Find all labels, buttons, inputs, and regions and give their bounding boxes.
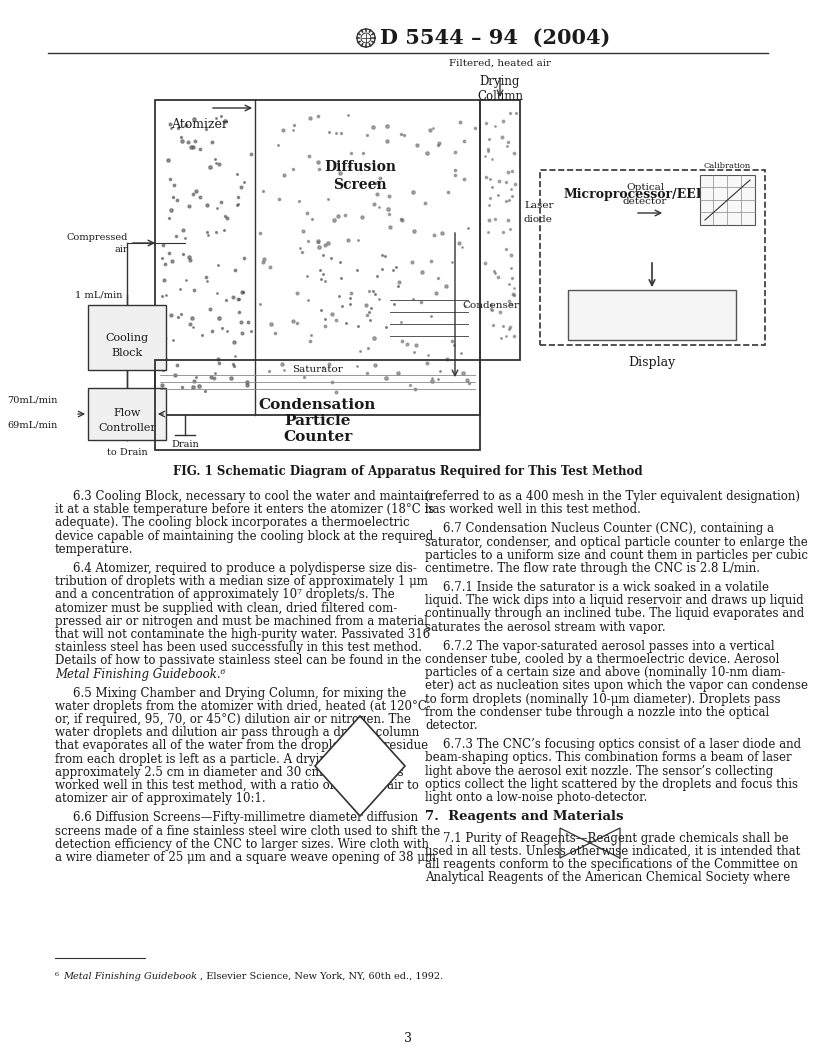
Text: Display: Display	[628, 356, 676, 369]
Text: air: air	[114, 245, 128, 254]
Text: 6.4 Atomizer, required to produce a polydisperse size dis-: 6.4 Atomizer, required to produce a poly…	[73, 562, 417, 574]
Bar	[480, 100, 520, 360]
Text: 7.1 Purity of Reagents—Reagent grade chemicals shall be: 7.1 Purity of Reagents—Reagent grade che…	[443, 832, 788, 845]
Text: Microprocessor/EEPROM: Microprocessor/EEPROM	[564, 188, 741, 201]
Bar	[700, 175, 755, 225]
Text: Drain: Drain	[171, 440, 199, 449]
Text: 70mL/min: 70mL/min	[7, 396, 58, 404]
Text: diode: diode	[524, 214, 553, 224]
Text: from the condenser tube through a nozzle into the optical: from the condenser tube through a nozzle…	[425, 705, 769, 719]
Text: screens made of a fine stainless steel wire cloth used to shift the: screens made of a fine stainless steel w…	[55, 825, 441, 837]
Text: 1 mL/min: 1 mL/min	[74, 290, 122, 300]
Text: water droplets and dilution air pass through a drying column: water droplets and dilution air pass thr…	[55, 727, 419, 739]
Text: Laser: Laser	[524, 201, 553, 209]
Text: Cooling: Cooling	[105, 333, 149, 343]
Text: detection efficiency of the CNC to larger sizes. Wire cloth with: detection efficiency of the CNC to large…	[55, 837, 429, 851]
Text: approximately 2.5 cm in diameter and 30 cm in length has: approximately 2.5 cm in diameter and 30 …	[55, 766, 404, 779]
Text: device capable of maintaining the cooling block at the required: device capable of maintaining the coolin…	[55, 530, 433, 543]
Text: Drying: Drying	[480, 75, 520, 88]
Text: centimetre. The flow rate through the CNC is 2.8 L/min.: centimetre. The flow rate through the CN…	[425, 562, 760, 574]
Text: to Drain: to Drain	[107, 448, 148, 457]
Text: 6.7 Condensation Nucleus Counter (CNC), containing a: 6.7 Condensation Nucleus Counter (CNC), …	[443, 523, 774, 535]
Text: liquid. The wick dips into a liquid reservoir and draws up liquid: liquid. The wick dips into a liquid rese…	[425, 595, 804, 607]
Text: it at a stable temperature before it enters the atomizer (18°C is: it at a stable temperature before it ent…	[55, 504, 434, 516]
Text: 6.7.3 The CNC’s focusing optics consist of a laser diode and: 6.7.3 The CNC’s focusing optics consist …	[443, 738, 801, 751]
Text: atomizer air of approximately 10:1.: atomizer air of approximately 10:1.	[55, 792, 266, 806]
Text: Metal Finishing Guidebook: Metal Finishing Guidebook	[63, 972, 197, 981]
Text: atomizer must be supplied with clean, dried filtered com-: atomizer must be supplied with clean, dr…	[55, 602, 397, 615]
Text: saturates the aerosol stream with vapor.: saturates the aerosol stream with vapor.	[425, 621, 666, 634]
Text: Block: Block	[111, 348, 143, 358]
Text: a wire diameter of 25 μm and a square weave opening of 38 μm: a wire diameter of 25 μm and a square we…	[55, 851, 436, 864]
Text: particles of a certain size and above (nominally 10-nm diam-: particles of a certain size and above (n…	[425, 666, 785, 679]
Text: Screen: Screen	[333, 178, 387, 192]
Text: and a concentration of approximately 10⁷ droplets/s. The: and a concentration of approximately 10⁷…	[55, 588, 395, 601]
Text: temperature.: temperature.	[55, 543, 134, 555]
Text: Condenser: Condenser	[462, 301, 519, 309]
Text: 7.  Reagents and Materials: 7. Reagents and Materials	[425, 810, 623, 823]
Text: Controller: Controller	[98, 423, 156, 433]
Text: continually through an inclined tube. The liquid evaporates and: continually through an inclined tube. Th…	[425, 607, 805, 621]
Text: 6.3 Cooling Block, necessary to cool the water and maintain: 6.3 Cooling Block, necessary to cool the…	[73, 490, 432, 503]
Text: Diffusion: Diffusion	[324, 161, 396, 174]
Text: light above the aerosol exit nozzle. The sensor’s collecting: light above the aerosol exit nozzle. The…	[425, 765, 774, 777]
Text: that evaporates all of the water from the droplets. The residue: that evaporates all of the water from th…	[55, 739, 428, 753]
Text: detector.: detector.	[425, 719, 477, 732]
Text: D 5544 – 94  (2004): D 5544 – 94 (2004)	[380, 29, 610, 48]
Text: stainless steel has been used successfully in this test method.: stainless steel has been used successful…	[55, 641, 422, 654]
Text: worked well in this test method, with a ratio of dilution air to: worked well in this test method, with a …	[55, 779, 419, 792]
Text: detector: detector	[623, 196, 667, 206]
Text: all reagents conform to the specifications of the Committee on: all reagents conform to the specificatio…	[425, 859, 798, 871]
Polygon shape	[315, 716, 405, 816]
Text: Calibration: Calibration	[704, 162, 751, 170]
Text: from each droplet is left as a particle. A drying column: from each droplet is left as a particle.…	[55, 753, 382, 766]
Text: Compressed: Compressed	[67, 232, 128, 242]
Text: to form droplets (nominally 10-μm diameter). Droplets pass: to form droplets (nominally 10-μm diamet…	[425, 693, 780, 705]
Text: Condensation: Condensation	[259, 398, 376, 412]
Text: Details of how to passivate stainless steel can be found in the: Details of how to passivate stainless st…	[55, 655, 421, 667]
Text: 42 μg/L: 42 μg/L	[623, 305, 681, 319]
Text: or, if required, 95, 70, or 45°C) dilution air or nitrogen. The: or, if required, 95, 70, or 45°C) diluti…	[55, 713, 411, 727]
Bar	[88, 305, 166, 370]
Text: water droplets from the atomizer with dried, heated (at 120°C: water droplets from the atomizer with dr…	[55, 700, 427, 713]
Text: 6.5 Mixing Chamber and Drying Column, for mixing the: 6.5 Mixing Chamber and Drying Column, fo…	[73, 686, 406, 700]
Text: Column: Column	[477, 90, 523, 103]
Text: that will not contaminate the high-purity water. Passivated 316: that will not contaminate the high-purit…	[55, 628, 430, 641]
Text: 69mL/min: 69mL/min	[7, 420, 58, 430]
Bar	[155, 360, 480, 450]
Text: Analytical Reagents of the American Chemical Society where: Analytical Reagents of the American Chem…	[425, 871, 790, 885]
Text: beam-shaping optics. This combination forms a beam of laser: beam-shaping optics. This combination fo…	[425, 752, 792, 765]
Text: 6.6 Diffusion Screens—Fifty-millimetre diameter diffusion: 6.6 Diffusion Screens—Fifty-millimetre d…	[73, 811, 418, 825]
Text: has worked well in this test method.: has worked well in this test method.	[425, 504, 641, 516]
Text: saturator, condenser, and optical particle counter to enlarge the: saturator, condenser, and optical partic…	[425, 535, 808, 548]
Text: condenser tube, cooled by a thermoelectric device. Aerosol: condenser tube, cooled by a thermoelectr…	[425, 653, 779, 666]
Text: FIG. 1 Schematic Diagram of Apparatus Required for This Test Method: FIG. 1 Schematic Diagram of Apparatus Re…	[173, 465, 643, 478]
Text: Filtered, heated air: Filtered, heated air	[449, 59, 551, 68]
Text: used in all tests. Unless otherwise indicated, it is intended that: used in all tests. Unless otherwise indi…	[425, 845, 800, 859]
Text: particles to a uniform size and count them in particles per cubic: particles to a uniform size and count th…	[425, 549, 808, 562]
Text: Metal Finishing Guidebook.⁶: Metal Finishing Guidebook.⁶	[55, 667, 225, 680]
Text: optics collect the light scattered by the droplets and focus this: optics collect the light scattered by th…	[425, 778, 798, 791]
Text: Counter: Counter	[283, 430, 353, 444]
Text: adequate). The cooling block incorporates a thermoelectric: adequate). The cooling block incorporate…	[55, 516, 410, 529]
Text: Optical: Optical	[626, 183, 664, 191]
Text: Atomizer: Atomizer	[171, 118, 228, 131]
Text: tribution of droplets with a median size of approximately 1 μm: tribution of droplets with a median size…	[55, 576, 428, 588]
Text: Particle: Particle	[284, 414, 351, 428]
Bar	[540, 170, 765, 345]
Bar	[568, 290, 736, 340]
Bar	[155, 100, 480, 415]
Text: Saturator: Saturator	[292, 365, 343, 374]
Bar	[88, 388, 166, 440]
Text: light onto a low-noise photo-detector.: light onto a low-noise photo-detector.	[425, 791, 647, 804]
Text: ⁶: ⁶	[55, 972, 62, 981]
Text: Flow: Flow	[113, 408, 140, 418]
Text: pressed air or nitrogen and must be machined from a material: pressed air or nitrogen and must be mach…	[55, 615, 428, 627]
Text: , Elsevier Science, New York, NY, 60th ed., 1992.: , Elsevier Science, New York, NY, 60th e…	[200, 972, 443, 981]
Text: (referred to as a 400 mesh in the Tyler equivalent designation): (referred to as a 400 mesh in the Tyler …	[425, 490, 800, 503]
Text: eter) act as nucleation sites upon which the vapor can condense: eter) act as nucleation sites upon which…	[425, 679, 808, 693]
Text: 6.7.1 Inside the saturator is a wick soaked in a volatile: 6.7.1 Inside the saturator is a wick soa…	[443, 581, 769, 595]
Text: 3: 3	[404, 1032, 412, 1044]
Text: 6.7.2 The vapor-saturated aerosol passes into a vertical: 6.7.2 The vapor-saturated aerosol passes…	[443, 640, 774, 653]
